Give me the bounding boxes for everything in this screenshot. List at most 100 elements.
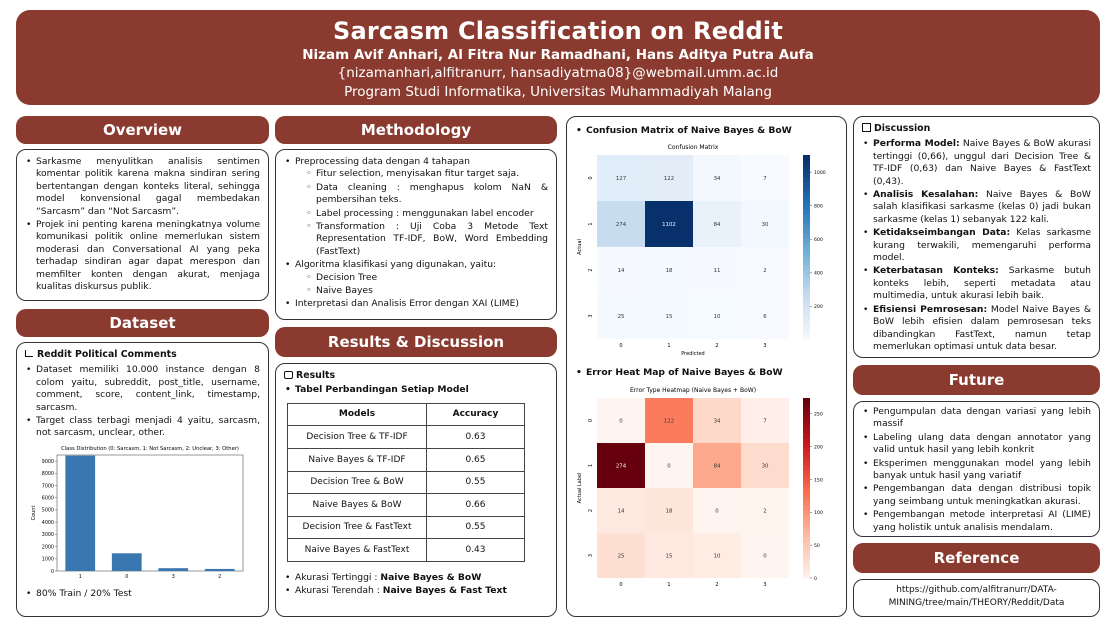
y-tick-label: 0 (51, 569, 54, 575)
x-tick-label: 0 (619, 343, 622, 349)
colorbar-segment (803, 483, 810, 489)
y-tick-label: 7000 (42, 483, 54, 489)
cell-value-label: 30 (762, 463, 769, 469)
table-row: Decision Tree & FastText 0.55 (287, 515, 525, 540)
heatmap-cell (645, 201, 693, 248)
cell-value-label: 25 (618, 553, 625, 559)
heatmap-cell (693, 532, 741, 578)
y-tick-label: 1000 (42, 556, 54, 562)
cell-value-label: 34 (714, 418, 721, 424)
heatmap-cell (645, 442, 693, 488)
cell-value-label: 2 (763, 268, 766, 274)
colorbar-segment (803, 215, 810, 221)
y-axis-label: Actual (577, 240, 583, 256)
colorbar-segment (803, 424, 810, 430)
colorbar-segment (803, 532, 810, 538)
results-box: Results Tabel Perbandingan Setiap Model … (275, 363, 557, 617)
colorbar-segment (803, 201, 810, 207)
discussion-lead: Efisiensi Pemrosesan: (873, 303, 988, 315)
cell-value-label: 10 (714, 314, 721, 320)
reference-heading: Reference (853, 543, 1100, 573)
colorbar-segment (803, 415, 810, 421)
worst-accuracy-label: Akurasi Terendah : (295, 585, 383, 597)
methodology-item: Interpretasi dan Analisis Error dengan X… (284, 298, 548, 311)
colorbar-segment (803, 284, 810, 290)
colorbar-tick-label: 150 (814, 477, 823, 483)
heatmap-cell (597, 293, 645, 340)
colorbar-segment (803, 474, 810, 480)
preprocessing-step: Transformation : Uji Coba 3 Metode Text … (305, 221, 548, 258)
colorbar-segment (803, 487, 810, 493)
colorbar-segment (803, 550, 810, 556)
cell-value-label: 0 (667, 463, 671, 469)
speech-bubble-icon (284, 371, 293, 379)
methodology-item: Preprocessing data dengan 4 tahapan Fitu… (284, 156, 548, 258)
colorbar-segment (803, 169, 810, 175)
cell-value-label: 6 (763, 314, 767, 320)
colorbar-segment (803, 164, 810, 170)
dataset-item: Target class terbagi menjadi 4 yaitu, sa… (25, 415, 260, 440)
bar (158, 568, 189, 571)
cell-value-label: 7 (763, 176, 766, 182)
colorbar-segment (803, 568, 810, 574)
cell-value-label: 0 (715, 508, 719, 514)
colorbar-segment (803, 187, 810, 193)
accuracy-cell: 0.63 (426, 425, 525, 449)
bar (65, 455, 96, 571)
worst-accuracy: Akurasi Terendah : Naive Bayes & Fast Te… (284, 585, 548, 598)
results-table-title-list: Tabel Perbandingan Setiap Model (284, 384, 548, 397)
preprocessing-steps: Fitur selection, menyisakan fitur target… (305, 168, 548, 258)
colorbar-segment (803, 242, 810, 248)
results-summary: Akurasi Tertinggi : Naive Bayes & BoW Ak… (284, 572, 548, 598)
heatmap-cell (693, 442, 741, 488)
overview-box: Sarkasme menyulitkan analisis sentimen k… (16, 149, 269, 301)
colorbar-segment (803, 256, 810, 262)
poster-affiliation: Program Studi Informatika, Universitas M… (344, 84, 772, 100)
table-row: Naive Bayes & BoW 0.66 (287, 493, 525, 517)
algorithm-label: Algoritma klasifikasi yang digunakan, ya… (295, 259, 497, 271)
dataset-split-list: 80% Train / 20% Test (25, 588, 260, 601)
cell-value-label: 25 (618, 314, 625, 320)
future-box: Pengumpulan data dengan variasi yang leb… (853, 401, 1100, 537)
methodology-list: Preprocessing data dengan 4 tahapan Fitu… (284, 156, 548, 311)
discussion-lead: Analisis Kesalahan: (873, 189, 979, 201)
colorbar-segment (803, 270, 810, 276)
discussion-title: Discussion (862, 123, 1091, 135)
discussion-lead: Keterbatasan Konteks: (873, 265, 999, 277)
y-tick-label: 4000 (42, 520, 54, 526)
results-table-title: Tabel Perbandingan Setiap Model (284, 384, 548, 397)
discussion-text: Sarkasme butuh konteks lebih, seperti me… (873, 265, 1091, 302)
colorbar-segment (803, 438, 810, 444)
y-tick-label: 0 (588, 419, 594, 422)
colorbar-segment (803, 555, 810, 561)
colorbar-segment (803, 288, 810, 294)
colorbar-segment (803, 275, 810, 281)
discussion-lead: Performa Model: (873, 138, 960, 150)
colorbar-segment (803, 247, 810, 253)
y-tick-label: 8000 (42, 471, 54, 477)
heatmap-cell (741, 247, 789, 294)
discussion-box: Discussion Performa Model: Naive Bayes &… (853, 116, 1100, 358)
bar (204, 568, 235, 571)
heatmap-cell (597, 155, 645, 202)
colorbar-segment (803, 451, 810, 457)
y-tick-label: 9000 (42, 459, 54, 465)
colorbar-tick-label: 0 (814, 576, 817, 582)
x-tick-label: 1 (79, 574, 82, 580)
colorbar-segment (803, 456, 810, 462)
x-tick-label: 3 (763, 582, 766, 588)
cell-value-label: 30 (762, 222, 769, 228)
cell-value-label: 10 (714, 553, 721, 559)
table-row: Naive Bayes & TF-IDF 0.65 (287, 448, 525, 472)
x-tick-label: 2 (218, 574, 221, 580)
y-tick-label: 3000 (42, 532, 54, 538)
colorbar-segment (803, 469, 810, 475)
preprocessing-step: Data cleaning : menghapus kolom NaN & pe… (305, 182, 548, 207)
accuracy-table: Models Accuracy Decision Tree & TF-IDF 0.… (287, 402, 525, 562)
reference-link[interactable]: https://github.com/alfitranurr/DATA- MIN… (862, 584, 1091, 610)
heatmap-cell (645, 293, 693, 340)
colorbar-segment (803, 429, 810, 435)
colorbar-segment (803, 298, 810, 304)
discussion-text: Naive Bayes & BoW akurasi tertinggi (0,6… (873, 138, 1091, 187)
colorbar-segment (803, 325, 810, 331)
